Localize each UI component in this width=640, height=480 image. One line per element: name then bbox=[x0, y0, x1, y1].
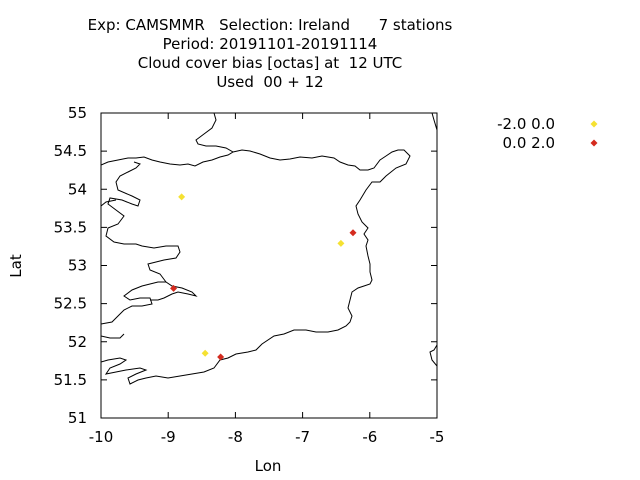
y-tick-label: 52.5 bbox=[54, 295, 87, 313]
data-point-series-0 bbox=[178, 193, 186, 201]
y-axis-ticks: 51 51.5 52 52.5 53 53.5 54 54.5 55 bbox=[54, 104, 437, 427]
y-axis-label: Lat bbox=[7, 254, 25, 278]
y-tick-label: 51.5 bbox=[54, 371, 87, 389]
y-tick-label: 53.5 bbox=[54, 218, 87, 236]
coastline-map bbox=[101, 113, 437, 385]
data-point-series-0 bbox=[337, 239, 345, 247]
x-axis-label: Lon bbox=[255, 457, 282, 475]
title-line-period: Period: 20191101-20191114 bbox=[162, 35, 378, 53]
y-tick-label: 51 bbox=[68, 409, 87, 427]
legend-label-series-1: 0.0 2.0 bbox=[503, 134, 555, 152]
x-tick-label: -8 bbox=[228, 428, 243, 446]
title-line-variable: Cloud cover bias [octas] at 12 UTC bbox=[137, 54, 403, 72]
plot-frame bbox=[100, 112, 438, 419]
x-tick-label: -5 bbox=[430, 428, 445, 446]
data-point-series-1 bbox=[217, 353, 225, 361]
y-tick-label: 54.5 bbox=[54, 142, 87, 160]
x-tick-label: -7 bbox=[295, 428, 310, 446]
y-tick-label: 53 bbox=[68, 257, 87, 275]
x-tick-label: -6 bbox=[362, 428, 377, 446]
x-tick-label: -10 bbox=[89, 428, 114, 446]
data-point-series-1 bbox=[170, 284, 178, 292]
y-tick-label: 54 bbox=[68, 180, 87, 198]
data-point-series-0 bbox=[201, 349, 209, 357]
chart-title: Exp: CAMSMMR Selection: Ireland 7 statio… bbox=[0, 16, 540, 92]
y-tick-label: 55 bbox=[68, 104, 87, 122]
title-line-experiment: Exp: CAMSMMR Selection: Ireland 7 statio… bbox=[87, 16, 453, 34]
legend-label-series-0: -2.0 0.0 bbox=[497, 115, 555, 133]
data-points bbox=[170, 193, 357, 361]
legend: -2.0 0.00.0 2.0 bbox=[497, 115, 598, 152]
legend-marker-series-0 bbox=[590, 120, 598, 128]
x-axis-ticks: -10 -9 -8 -7 -6 -5 bbox=[89, 113, 445, 446]
coastline-ireland bbox=[101, 113, 437, 385]
data-point-series-1 bbox=[349, 229, 357, 237]
x-tick-label: -9 bbox=[161, 428, 176, 446]
title-line-used: Used 00 + 12 bbox=[216, 73, 324, 91]
legend-marker-series-1 bbox=[590, 139, 598, 147]
y-tick-label: 52 bbox=[68, 333, 87, 351]
